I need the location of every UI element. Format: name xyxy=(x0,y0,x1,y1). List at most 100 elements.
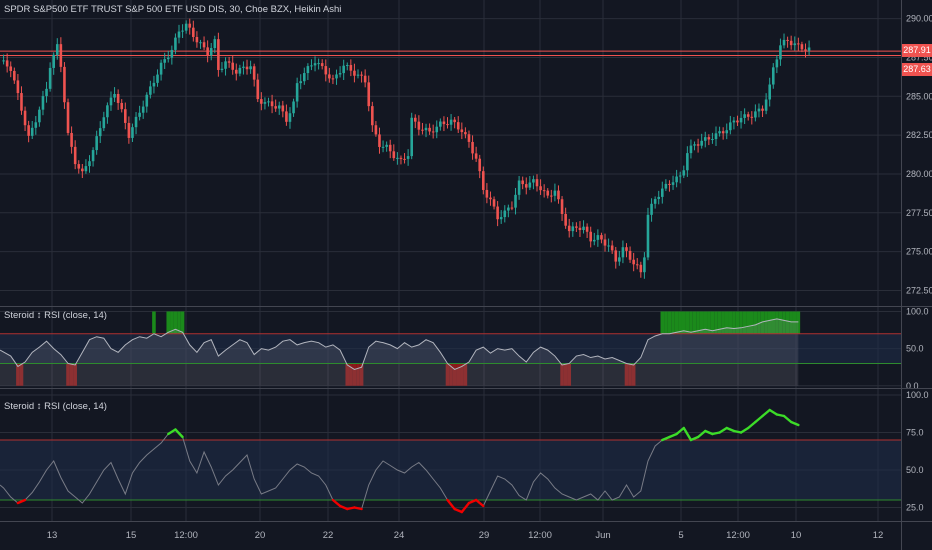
candle-body xyxy=(553,190,557,196)
candle-body xyxy=(657,196,661,200)
candle-body xyxy=(499,217,503,220)
rsi-signal-band xyxy=(735,311,740,334)
rsi-signal-band xyxy=(753,311,758,334)
candle-body xyxy=(30,127,34,136)
rsi-signal-band xyxy=(345,363,350,386)
candle-body xyxy=(761,108,764,111)
rsi-signal-band xyxy=(724,311,729,334)
rsi-overbought-segment xyxy=(682,426,693,442)
candle-body xyxy=(16,80,20,94)
candle-body xyxy=(632,259,635,265)
rsi-pane-title: Steroid ↕ RSI (close, 14) xyxy=(4,310,107,321)
candle-body xyxy=(718,131,721,134)
rsi-signal-band xyxy=(742,311,747,334)
rsi-oversold-segment xyxy=(331,498,342,508)
candle-body xyxy=(41,96,45,110)
candle-body xyxy=(396,157,399,159)
candle-body xyxy=(764,99,768,111)
rsi-overbought-segment xyxy=(739,426,750,434)
candle-body xyxy=(456,122,460,130)
candle-body xyxy=(789,40,793,46)
candle-body xyxy=(689,145,693,154)
candle-body xyxy=(560,199,564,214)
time-axis-tick: 12 xyxy=(873,530,884,541)
rsi-signal-band xyxy=(69,363,74,386)
rsi-signal-band xyxy=(703,311,708,334)
candle-body xyxy=(374,125,378,135)
price-axis-tick: 275.00 xyxy=(906,247,932,257)
candle-body xyxy=(109,97,113,106)
candle-body xyxy=(95,136,98,151)
candle-body xyxy=(585,226,589,232)
candle-body xyxy=(313,63,317,66)
candle-body xyxy=(145,94,149,107)
candle-body xyxy=(317,63,320,65)
candle-body xyxy=(274,106,277,109)
candle-body xyxy=(367,82,371,107)
rsi-signal-band xyxy=(460,363,464,386)
candle-body xyxy=(335,74,338,79)
candle-body xyxy=(578,227,582,230)
candle-body xyxy=(20,93,23,111)
candle-body xyxy=(156,74,159,83)
candle-body xyxy=(81,168,84,172)
candle-body xyxy=(804,49,807,51)
candle-body xyxy=(736,120,739,123)
rsi-signal-band xyxy=(173,311,178,334)
candle-body xyxy=(564,213,567,226)
rsi-signal-band xyxy=(714,311,718,334)
candle-body xyxy=(492,199,496,207)
rsi-signal-band xyxy=(764,311,768,334)
price-axis[interactable]: 290.00 287.50 285.00 282.50 280.00 277.50 275.… xyxy=(906,14,932,513)
rsi-signal-band xyxy=(692,311,697,334)
candle-body xyxy=(467,134,471,142)
candle-body xyxy=(299,81,303,84)
rsi-area xyxy=(0,318,799,386)
candle-body xyxy=(385,144,388,147)
candle-body xyxy=(575,226,578,228)
rsi-signal-band xyxy=(775,311,779,334)
candle-body xyxy=(621,247,625,258)
time-axis[interactable]: 13 15 12:00 20 22 24 29 12:00 Jun 5 12:00 10 12 xyxy=(47,530,884,541)
candle-body xyxy=(328,74,331,79)
candle-body xyxy=(746,114,750,117)
candle-body xyxy=(188,23,192,28)
candle-body xyxy=(693,144,696,146)
rsi-signal-band xyxy=(721,311,725,334)
candle-body xyxy=(77,164,81,169)
candle-body xyxy=(399,157,403,159)
rsi-signal-band xyxy=(771,311,776,334)
rsi-oversold-segment xyxy=(16,498,27,505)
rsi-signal-band xyxy=(689,311,693,334)
rsi-signal-band xyxy=(631,363,636,386)
rsi-oversold-segment xyxy=(453,507,464,514)
candle-body xyxy=(73,146,77,165)
candle-body xyxy=(464,132,467,135)
price-axis-tick: 50.0 xyxy=(906,465,924,475)
candle-body xyxy=(664,183,668,189)
candle-body xyxy=(714,133,718,140)
candle-body xyxy=(439,121,442,127)
candle-body xyxy=(320,63,324,67)
candle-body xyxy=(471,141,474,154)
rsi-signal-band xyxy=(789,311,793,334)
candle-body xyxy=(249,66,252,70)
time-axis-tick: 20 xyxy=(255,530,266,541)
rsi-overbought-segment xyxy=(725,426,736,433)
rsi-overbought-segment xyxy=(782,414,793,424)
candle-body xyxy=(786,39,789,41)
candle-body xyxy=(52,54,55,68)
candle-body xyxy=(245,66,249,70)
candle-body xyxy=(711,139,714,141)
rsi-overbought-segment xyxy=(696,429,707,439)
rsi-signal-band xyxy=(180,311,185,334)
candle-body xyxy=(295,83,299,102)
rsi-overbought-segment xyxy=(661,435,671,442)
candle-body xyxy=(514,194,517,208)
candle-body xyxy=(163,59,166,63)
candle-body xyxy=(388,144,392,152)
candle-body xyxy=(338,73,342,75)
candle-body xyxy=(63,66,66,103)
candle-body xyxy=(184,23,188,31)
